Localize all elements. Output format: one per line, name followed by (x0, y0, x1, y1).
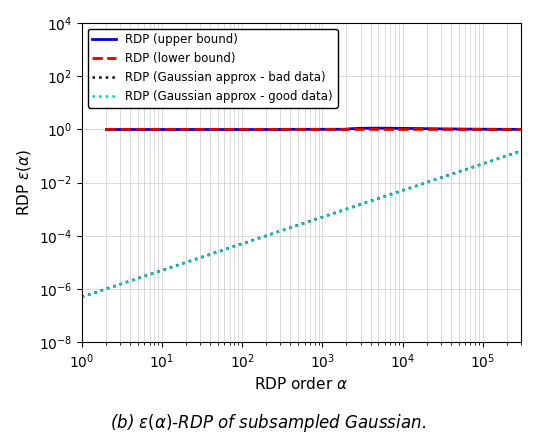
RDP (lower bound) (146, 127, 153, 132)
RDP (Gaussian approx - good data) (518, 148, 524, 154)
RDP (lower bound) (221, 127, 228, 132)
RDP (upper bound) (215, 127, 221, 132)
RDP (lower bound) (206, 127, 213, 132)
RDP (Gaussian approx - bad data) (79, 294, 85, 300)
X-axis label: RDP order $\alpha$: RDP order $\alpha$ (255, 376, 348, 392)
RDP (upper bound) (221, 127, 228, 132)
RDP (upper bound) (170, 127, 177, 132)
RDP (lower bound) (225, 127, 231, 132)
RDP (Gaussian approx - bad data) (316, 215, 323, 221)
Legend: RDP (upper bound), RDP (lower bound), RDP (Gaussian approx - bad data), RDP (Gau: RDP (upper bound), RDP (lower bound), RD… (88, 29, 338, 108)
RDP (Gaussian approx - bad data) (290, 224, 296, 230)
RDP (upper bound) (277, 127, 284, 132)
RDP (lower bound) (277, 127, 284, 132)
RDP (Gaussian approx - good data) (340, 208, 346, 213)
RDP (upper bound) (225, 127, 231, 132)
RDP (upper bound) (206, 127, 213, 132)
RDP (lower bound) (215, 127, 221, 132)
RDP (Gaussian approx - good data) (79, 295, 85, 300)
Y-axis label: RDP $\epsilon(\alpha)$: RDP $\epsilon(\alpha)$ (15, 149, 33, 216)
RDP (Gaussian approx - bad data) (518, 148, 524, 154)
RDP (Gaussian approx - bad data) (287, 225, 294, 230)
RDP (Gaussian approx - good data) (290, 224, 296, 230)
RDP (Gaussian approx - bad data) (507, 152, 513, 157)
RDP (upper bound) (146, 127, 153, 132)
RDP (Gaussian approx - good data) (287, 225, 294, 230)
RDP (lower bound) (170, 127, 177, 132)
RDP (Gaussian approx - good data) (438, 175, 445, 180)
RDP (Gaussian approx - bad data) (340, 208, 346, 213)
Line: RDP (Gaussian approx - bad data): RDP (Gaussian approx - bad data) (82, 151, 521, 297)
RDP (upper bound) (103, 127, 109, 132)
Line: RDP (Gaussian approx - good data): RDP (Gaussian approx - good data) (82, 151, 521, 297)
RDP (Gaussian approx - good data) (507, 152, 513, 157)
Text: (b) $\epsilon(\alpha)$-RDP of subsampled Gaussian.: (b) $\epsilon(\alpha)$-RDP of subsampled… (110, 412, 426, 434)
RDP (Gaussian approx - good data) (316, 215, 323, 221)
RDP (lower bound) (103, 127, 109, 132)
RDP (Gaussian approx - bad data) (438, 175, 445, 180)
